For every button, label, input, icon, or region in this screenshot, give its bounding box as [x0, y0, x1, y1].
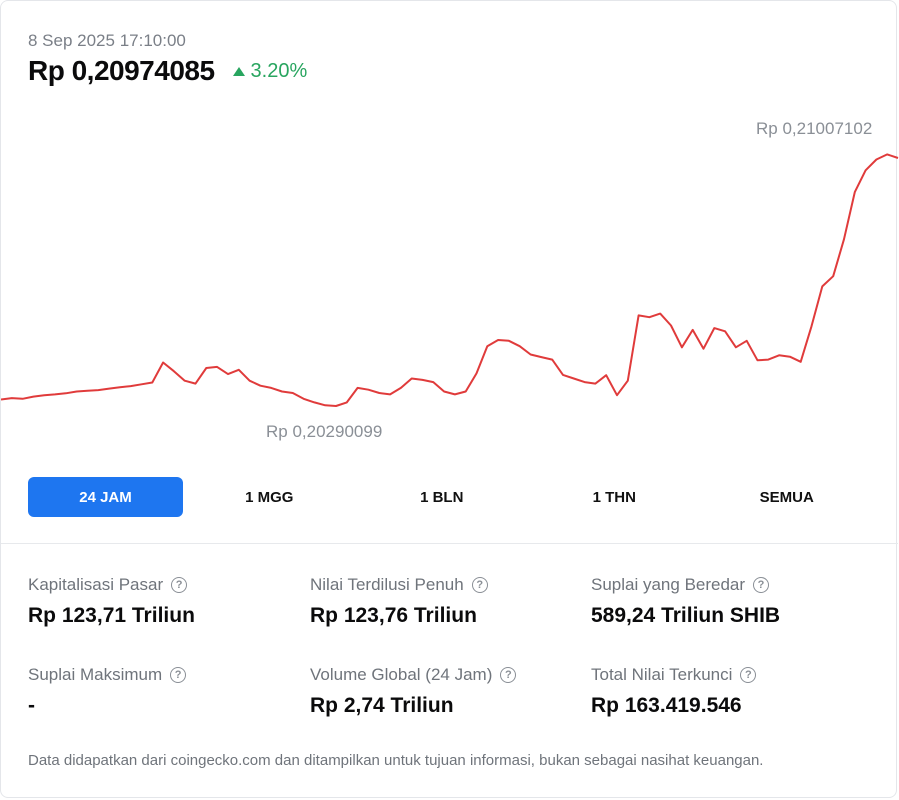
- stat-value: Rp 163.419.546: [591, 694, 742, 717]
- price-timestamp: 8 Sep 2025 17:10:00: [28, 31, 186, 50]
- data-disclaimer: Data didapatkan dari coingecko.com dan d…: [28, 752, 764, 769]
- stat-max-supply: Suplai Maksimum ? -: [28, 665, 298, 718]
- stat-label: Suplai yang Beredar: [591, 575, 746, 594]
- tab-1-mgg[interactable]: 1 MGG: [245, 488, 294, 506]
- stat-market-cap: Kapitalisasi Pasar ? Rp 123,71 Triliun: [28, 575, 298, 628]
- stat-total-value-locked: Total Nilai Terkunci ? Rp 163.419.546: [591, 665, 861, 718]
- chart-high-label: Rp 0,21007102: [756, 119, 873, 138]
- chart-low-label: Rp 0,20290099: [266, 422, 383, 441]
- question-circle-icon[interactable]: ?: [171, 577, 188, 593]
- question-circle-icon[interactable]: ?: [500, 667, 517, 683]
- question-circle-icon[interactable]: ?: [740, 667, 757, 683]
- stat-value: Rp 2,74 Triliun: [310, 694, 454, 717]
- question-circle-icon[interactable]: ?: [471, 577, 488, 593]
- question-circle-icon[interactable]: ?: [170, 667, 187, 683]
- price-line-chart[interactable]: [1, 101, 899, 461]
- stat-value: Rp 123,71 Triliun: [28, 604, 195, 627]
- stat-fdv: Nilai Terdilusi Penuh ? Rp 123,76 Triliu…: [310, 575, 580, 628]
- tab-24-jam[interactable]: 24 JAM: [28, 477, 183, 517]
- stat-label: Kapitalisasi Pasar: [28, 575, 164, 594]
- tab-semua[interactable]: SEMUA: [759, 488, 814, 506]
- tab-1-thn[interactable]: 1 THN: [592, 488, 636, 506]
- price-change-value: 3.20%: [250, 59, 308, 82]
- price-change: 3.20%: [232, 59, 308, 83]
- stat-label: Suplai Maksimum: [28, 665, 163, 684]
- price-row: Rp 0,20974085 3.20%: [28, 55, 307, 87]
- stat-label: Total Nilai Terkunci: [591, 665, 733, 684]
- stat-circulating-supply: Suplai yang Beredar ? 589,24 Triliun SHI…: [591, 575, 861, 628]
- stat-global-volume: Volume Global (24 Jam) ? Rp 2,74 Triliun: [310, 665, 580, 718]
- price-series-line: [1, 153, 899, 407]
- stat-value: -: [28, 694, 35, 717]
- timeframe-tabs: 24 JAM 1 MGG 1 BLN 1 THN SEMUA: [28, 477, 873, 517]
- stat-label: Nilai Terdilusi Penuh: [310, 575, 464, 594]
- triangle-up-icon: [232, 66, 245, 76]
- section-divider: [1, 543, 898, 544]
- question-circle-icon[interactable]: ?: [753, 577, 770, 593]
- stat-value: 589,24 Triliun SHIB: [591, 604, 781, 627]
- stat-label: Volume Global (24 Jam): [310, 665, 493, 684]
- stat-value: Rp 123,76 Triliun: [310, 604, 477, 627]
- tab-1-bln[interactable]: 1 BLN: [420, 488, 464, 506]
- current-price: Rp 0,20974085: [28, 55, 215, 86]
